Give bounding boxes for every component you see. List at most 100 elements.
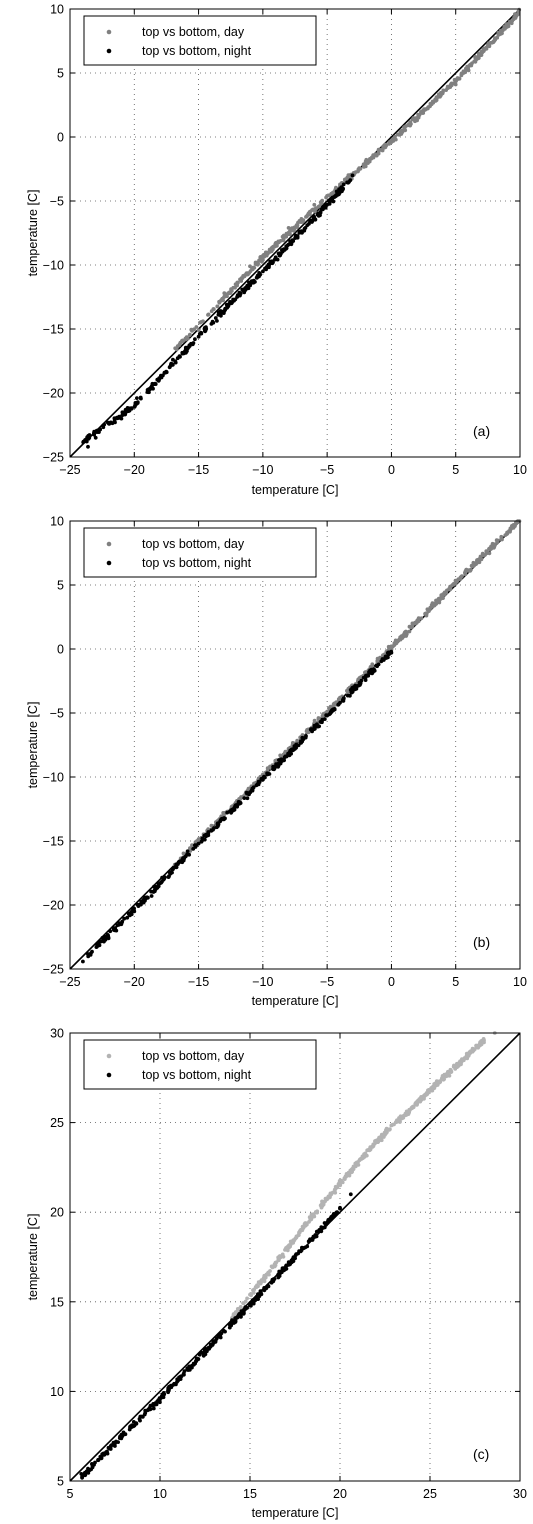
- night-point: [309, 218, 313, 223]
- night-point: [291, 1256, 296, 1261]
- night-point: [170, 362, 175, 367]
- panel-label: (b): [473, 934, 490, 950]
- day-point: [454, 579, 459, 583]
- day-point: [192, 327, 197, 332]
- night-point: [227, 1325, 232, 1330]
- day-point: [206, 827, 211, 832]
- x-tick-label: 0: [388, 463, 395, 477]
- night-point: [281, 758, 285, 763]
- day-point: [281, 1254, 286, 1259]
- panel-c: 5 10 15 20 25 30 5 10 15 20 25 30 temperature [C] t…: [26, 1027, 527, 1521]
- night-point: [158, 881, 162, 886]
- x-tick-label: 5: [452, 975, 459, 989]
- day-point: [251, 1288, 255, 1293]
- night-point: [272, 1277, 277, 1281]
- night-point: [174, 1382, 178, 1387]
- night-point: [125, 915, 130, 920]
- y-tick-label: 10: [50, 515, 64, 529]
- day-point: [201, 319, 205, 324]
- x-tick-label: −10: [252, 463, 273, 477]
- data-points-layer: [79, 1031, 497, 1480]
- day-point: [299, 1227, 303, 1232]
- y-tick-label: 20: [50, 1206, 64, 1220]
- night-point: [312, 215, 317, 220]
- night-point: [185, 1366, 190, 1371]
- day-point: [284, 234, 289, 238]
- y-tick-label: −15: [43, 323, 64, 337]
- night-point: [132, 405, 137, 409]
- night-point: [213, 316, 218, 320]
- night-point: [104, 1450, 108, 1455]
- night-point: [149, 894, 154, 898]
- day-point: [407, 629, 412, 634]
- x-axis-label: temperature [C]: [252, 483, 339, 497]
- day-point: [273, 241, 278, 246]
- night-point: [273, 764, 278, 769]
- night-point: [81, 959, 85, 964]
- y-tick-label: −10: [43, 771, 64, 785]
- day-point: [307, 210, 312, 214]
- night-point: [253, 1296, 258, 1301]
- day-point: [425, 607, 430, 612]
- night-point: [82, 1471, 87, 1476]
- day-point: [499, 536, 504, 541]
- day-point: [265, 766, 270, 770]
- night-point: [338, 187, 342, 192]
- y-tick-label: 10: [50, 3, 64, 17]
- night-point: [312, 723, 317, 728]
- day-point: [508, 528, 513, 532]
- day-point: [452, 1063, 456, 1068]
- night-point: [383, 654, 388, 659]
- day-point: [333, 702, 338, 707]
- day-point: [450, 583, 455, 587]
- night-point: [218, 818, 223, 822]
- night-point: [134, 401, 139, 405]
- night-point: [196, 334, 201, 339]
- day-point: [410, 625, 415, 629]
- day-point: [259, 1279, 263, 1283]
- day-point: [384, 1128, 388, 1132]
- legend-marker-night: [106, 1072, 112, 1078]
- night-point: [277, 758, 281, 762]
- day-point: [437, 600, 442, 605]
- day-point: [441, 593, 445, 598]
- night-point: [199, 330, 204, 335]
- night-point: [258, 1289, 263, 1294]
- day-point: [505, 25, 509, 29]
- night-point: [261, 269, 265, 274]
- night-point: [320, 1226, 324, 1231]
- night-point: [108, 929, 113, 934]
- y-tick-label: 15: [50, 1295, 64, 1309]
- legend-box: [83, 15, 317, 66]
- night-point: [248, 1301, 252, 1306]
- legend-box: [83, 527, 317, 578]
- night-point: [120, 410, 125, 415]
- day-point: [404, 1112, 409, 1117]
- day-point: [433, 97, 438, 102]
- night-point: [321, 205, 326, 210]
- night-point: [93, 435, 98, 440]
- day-point: [501, 28, 505, 33]
- y-tick-label: −5: [50, 195, 64, 209]
- day-point: [406, 123, 410, 128]
- x-tick-label: −20: [124, 975, 145, 989]
- night-point: [312, 726, 317, 731]
- night-point: [310, 729, 314, 734]
- night-point: [265, 771, 269, 776]
- night-point: [129, 406, 134, 411]
- night-point: [283, 754, 288, 759]
- day-point: [449, 82, 453, 87]
- y-axis-label: temperature [C]: [26, 702, 40, 789]
- day-point: [326, 1196, 330, 1200]
- night-point: [222, 309, 227, 313]
- y-tick-label: 5: [57, 67, 64, 81]
- night-point: [209, 828, 214, 833]
- night-point: [122, 916, 126, 921]
- day-point: [357, 166, 362, 171]
- day-point: [431, 1085, 435, 1090]
- night-point: [167, 1387, 171, 1392]
- day-point: [299, 217, 304, 221]
- day-point: [266, 1271, 270, 1275]
- legend-label-day: top vs bottom, day: [142, 25, 245, 39]
- night-point: [341, 697, 345, 702]
